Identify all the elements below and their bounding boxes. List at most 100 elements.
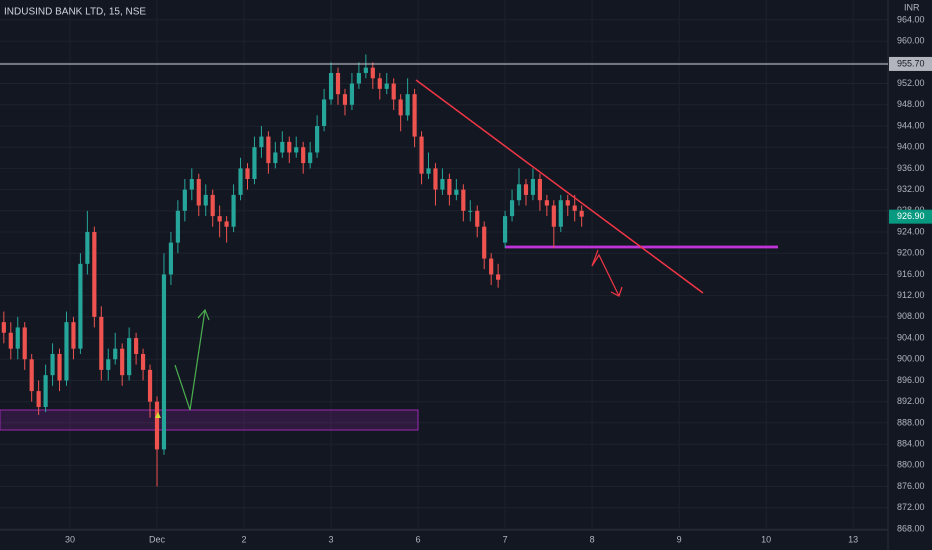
- candle-body: [315, 125, 320, 153]
- marker: [155, 412, 161, 418]
- price-line-label: 955.70: [897, 58, 925, 68]
- candle-body: [57, 353, 62, 381]
- candle-body: [475, 210, 480, 227]
- candle-body: [287, 141, 292, 153]
- x-tick-label: 2: [242, 534, 247, 544]
- candle-body: [140, 353, 146, 370]
- up-arrow-head: [197, 308, 210, 321]
- candles: [1, 54, 584, 487]
- candle-body: [335, 72, 341, 95]
- currency: INR: [904, 2, 920, 12]
- last-price-tag: [889, 209, 932, 224]
- chart-title: INDUSIND BANK LTD, 15, NSE: [4, 7, 146, 18]
- y-tick-label: 868.00: [897, 523, 925, 533]
- candle-body: [426, 168, 431, 174]
- candle-body: [196, 178, 201, 206]
- candle-body: [29, 359, 34, 392]
- candle-body: [398, 99, 403, 116]
- candle-body: [301, 147, 306, 164]
- y-tick-label: 908.00: [897, 311, 925, 321]
- candle-body: [328, 72, 334, 100]
- candle-body: [544, 200, 549, 206]
- candle-body: [308, 152, 313, 164]
- candle-body: [370, 67, 375, 79]
- candle-body: [92, 232, 97, 317]
- candle-body: [168, 242, 174, 275]
- candle-body: [224, 221, 229, 227]
- x-tick-label: 9: [677, 534, 682, 544]
- y-tick-label: 900.00: [897, 354, 925, 364]
- candle-body: [78, 263, 83, 349]
- demand-zone: [0, 409, 419, 431]
- candle-body: [496, 274, 501, 280]
- y-tick-label: 948.00: [897, 99, 925, 109]
- y-tick-label: 932.00: [897, 184, 925, 194]
- x-tick-label: 8: [590, 534, 595, 544]
- candle-body: [15, 327, 20, 349]
- candle-body: [377, 78, 382, 89]
- candle-body: [273, 152, 278, 164]
- y-tick-label: 876.00: [897, 481, 925, 491]
- x-tick-label: 7: [503, 534, 508, 544]
- candle-body: [516, 184, 522, 201]
- candle-body: [1, 322, 6, 333]
- candle-body: [8, 332, 13, 349]
- trend-line: [415, 79, 704, 294]
- candle-body: [22, 327, 27, 360]
- last-price-label: 926.90: [897, 211, 925, 221]
- candle-body: [203, 194, 208, 206]
- x-tick-label: 3: [329, 534, 334, 544]
- y-tick-label: 912.00: [897, 290, 925, 300]
- y-tick-label: 936.00: [897, 163, 925, 173]
- candle-body: [182, 189, 187, 211]
- candle-body: [64, 322, 69, 381]
- candle-body: [551, 205, 556, 227]
- x-tick-label: 6: [416, 534, 421, 544]
- candle-body: [419, 136, 424, 174]
- candle-body: [356, 72, 361, 84]
- candle-body: [280, 141, 285, 153]
- candle-body: [342, 94, 348, 105]
- x-tick-label: Dec: [149, 534, 166, 544]
- candle-body: [161, 274, 167, 450]
- candle-body: [523, 184, 529, 195]
- candle-body: [489, 258, 494, 275]
- candle-body: [321, 99, 327, 126]
- candle-body: [454, 189, 459, 195]
- y-tick-label: 960.00: [897, 36, 925, 46]
- candle-body: [572, 205, 577, 211]
- candle-body: [36, 391, 41, 407]
- candle-body: [468, 210, 473, 212]
- candle-body: [210, 194, 215, 217]
- y-tick-label: 872.00: [897, 502, 925, 512]
- candle-body: [50, 353, 55, 376]
- candle-body: [579, 210, 584, 217]
- up-arrow: [174, 309, 206, 411]
- candle-body: [447, 178, 452, 195]
- candle-body: [294, 147, 299, 153]
- price-line-tag: [889, 56, 932, 71]
- candle-body: [565, 200, 570, 206]
- x-tick-label: 30: [65, 534, 75, 544]
- candle-body: [252, 147, 257, 179]
- candle-body: [266, 136, 271, 164]
- candle-body: [85, 232, 90, 264]
- candle-body: [127, 338, 132, 376]
- candle-body: [440, 178, 445, 190]
- candle-body: [530, 178, 536, 195]
- y-tick-label: 920.00: [897, 248, 925, 258]
- candle-body: [106, 359, 111, 370]
- y-tick-label: 880.00: [897, 460, 925, 470]
- y-tick-label: 892.00: [897, 396, 925, 406]
- x-tick-label: 13: [848, 534, 858, 544]
- y-tick-label: 940.00: [897, 142, 925, 152]
- y-tick-label: 884.00: [897, 438, 925, 448]
- y-tick-label: 888.00: [897, 417, 925, 427]
- candle-body: [113, 348, 118, 360]
- y-tick-label: 964.00: [897, 14, 925, 24]
- candle-body: [349, 83, 355, 105]
- candle-body: [154, 401, 160, 450]
- candle-body: [433, 168, 438, 190]
